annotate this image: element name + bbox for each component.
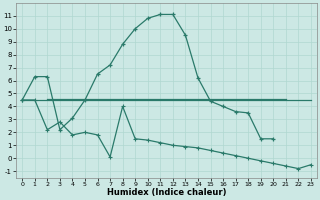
X-axis label: Humidex (Indice chaleur): Humidex (Indice chaleur)	[107, 188, 226, 197]
